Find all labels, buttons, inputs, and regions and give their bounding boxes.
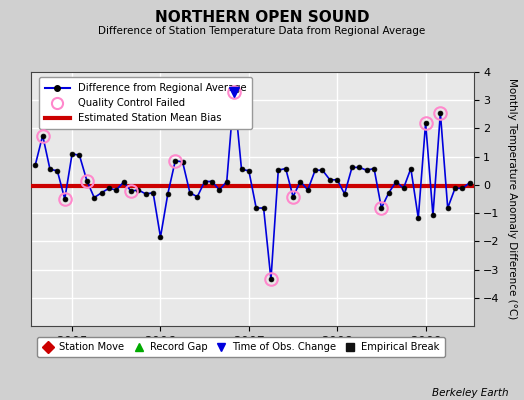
Legend: Difference from Regional Average, Quality Control Failed, Estimated Station Mean: Difference from Regional Average, Qualit…: [39, 77, 252, 129]
Text: Berkeley Earth: Berkeley Earth: [432, 388, 508, 398]
Y-axis label: Monthly Temperature Anomaly Difference (°C): Monthly Temperature Anomaly Difference (…: [507, 78, 517, 320]
Text: Difference of Station Temperature Data from Regional Average: Difference of Station Temperature Data f…: [99, 26, 425, 36]
Legend: Station Move, Record Gap, Time of Obs. Change, Empirical Break: Station Move, Record Gap, Time of Obs. C…: [37, 337, 445, 357]
Text: NORTHERN OPEN SOUND: NORTHERN OPEN SOUND: [155, 10, 369, 25]
